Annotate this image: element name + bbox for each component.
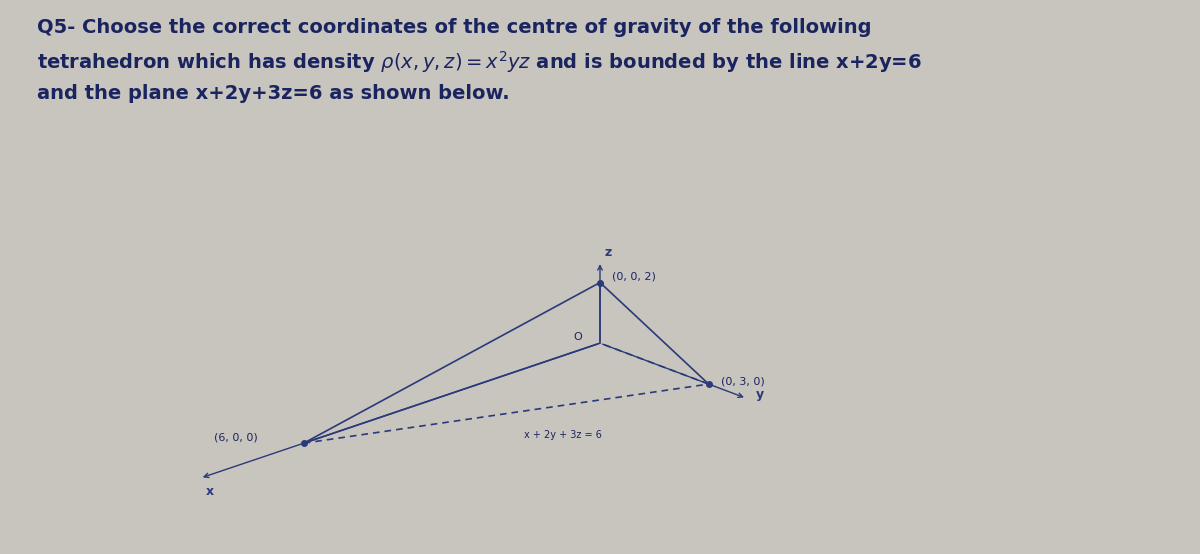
Text: O: O [574,332,582,342]
Text: (0, 3, 0): (0, 3, 0) [721,376,764,386]
Text: z: z [605,246,612,259]
Text: y: y [756,388,764,402]
Text: (0, 0, 2): (0, 0, 2) [612,272,656,282]
Text: (6, 0, 0): (6, 0, 0) [214,433,258,443]
Text: x: x [206,485,214,497]
Text: Q5- Choose the correct coordinates of the centre of gravity of the following
tet: Q5- Choose the correct coordinates of th… [37,18,922,102]
Text: x + 2y + 3z = 6: x + 2y + 3z = 6 [524,430,602,440]
